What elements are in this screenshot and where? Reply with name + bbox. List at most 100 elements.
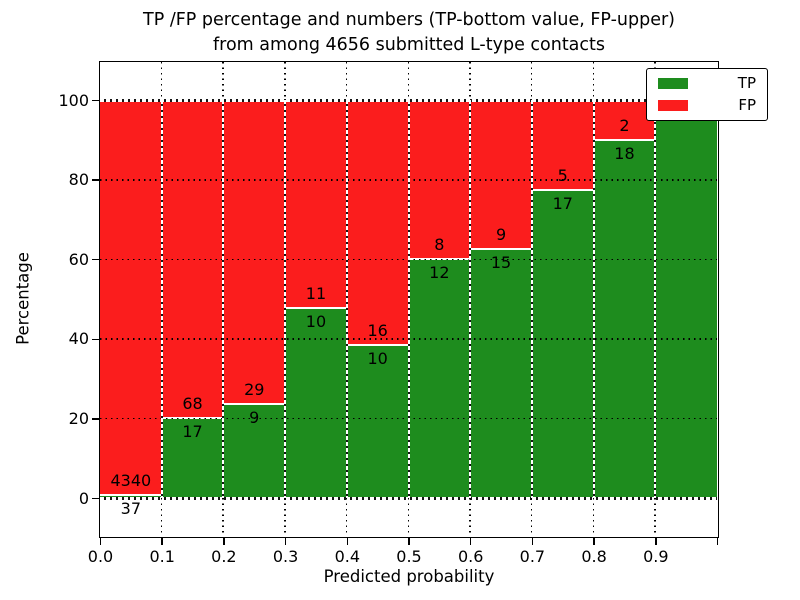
gridline-vertical	[469, 100, 472, 498]
bar-count-label-tp: 37	[120, 498, 142, 518]
bar-tp-fp-boundary	[285, 307, 347, 310]
x-tick-mark	[284, 538, 287, 545]
gridline-vertical	[160, 498, 163, 536]
bar-segment-tp	[655, 100, 717, 498]
bar-count-label-fp: 9	[495, 225, 507, 245]
bar-count-label-fp: 11	[305, 284, 327, 304]
gridline-vertical	[407, 100, 410, 498]
gridline-vertical	[222, 62, 224, 100]
x-tick-label: 0.1	[149, 547, 175, 566]
bar-count-label-tp: 10	[305, 312, 327, 332]
bar-count-label-tp: 12	[429, 263, 450, 283]
legend-swatch-tp-icon	[658, 78, 688, 89]
x-axis-label: Predicted probability	[323, 567, 495, 586]
legend-label-tp: TP	[737, 74, 756, 92]
x-tick-label: 0.6	[457, 547, 484, 566]
bar-segment-fp	[285, 100, 347, 309]
bar-segment-fp	[470, 100, 532, 250]
gridline-vertical	[530, 100, 533, 498]
gridline-vertical	[284, 498, 286, 536]
bar-segment-tp	[593, 139, 656, 498]
gridline-vertical	[345, 100, 348, 498]
x-tick-label: 0.2	[211, 547, 237, 566]
gridline-vertical	[284, 62, 286, 100]
gridline-vertical	[592, 62, 595, 100]
bar-tp-fp-boundary	[346, 343, 409, 346]
gridline-vertical	[530, 62, 533, 100]
bar-count-label-fp: 68	[182, 394, 203, 414]
chart-title-line2: from among 4656 submitted L-type contact…	[212, 35, 606, 55]
legend-label-fp: FP	[738, 96, 756, 114]
legend-item-tp: TP	[658, 76, 756, 91]
bar-segment-fp	[531, 100, 594, 191]
gridline-vertical	[345, 62, 348, 100]
bar-count-label-fp: 5	[557, 166, 568, 186]
chart-title: TP /FP percentage and numbers (TP-bottom…	[99, 8, 719, 58]
gridline-vertical	[654, 100, 657, 498]
y-tick-label: 20	[68, 408, 89, 428]
legend-item-fp: FP	[658, 98, 756, 113]
x-tick-mark	[716, 538, 719, 545]
gridline-vertical	[284, 100, 287, 498]
bar-segment-fp	[346, 100, 409, 345]
y-tick-label: 0	[78, 488, 89, 508]
gridline-vertical	[654, 498, 656, 536]
plot-area: 43403768172991110161081291551721823	[99, 61, 719, 538]
x-tick-label: 0.4	[334, 547, 361, 566]
gridline-vertical	[345, 498, 348, 536]
bar-count-label-fp: 29	[244, 379, 265, 399]
bar-count-label-fp: 16	[367, 320, 388, 340]
bar-tp-fp-boundary	[531, 189, 594, 192]
bar-tp-fp-boundary	[470, 248, 532, 251]
y-tick-mark	[92, 258, 99, 261]
bar-segment-fp	[223, 100, 286, 404]
x-tick-mark	[346, 538, 349, 545]
bar-segment-tp	[223, 403, 286, 498]
gridline-vertical	[407, 498, 409, 536]
bar-segment-tp	[408, 259, 471, 498]
legend: TP FP	[646, 68, 768, 121]
gridline-vertical	[160, 62, 163, 100]
bar-count-label-tp: 9	[249, 407, 260, 427]
x-tick-label: 0.5	[396, 547, 422, 566]
gridline-vertical	[222, 100, 225, 498]
y-tick-label: 60	[68, 249, 89, 269]
x-tick-mark	[593, 538, 595, 545]
bar-count-label-tp: 17	[182, 422, 203, 442]
y-tick-label: 80	[68, 170, 89, 190]
x-tick-mark	[469, 538, 472, 545]
bar-segment-tp	[100, 494, 162, 498]
gridline-vertical	[530, 498, 533, 536]
gridline-vertical	[469, 62, 471, 100]
y-tick-mark	[92, 338, 99, 341]
gridline-vertical	[592, 100, 595, 498]
gridline-vertical	[160, 100, 163, 498]
bar-segment-tp	[161, 418, 224, 498]
y-axis-label: Percentage	[13, 252, 33, 345]
y-tick-label: 40	[68, 329, 89, 349]
bar-count-label-tp: 18	[614, 143, 635, 163]
legend-swatch-fp-icon	[658, 100, 688, 111]
y-tick-mark	[92, 99, 99, 102]
bar-count-label-tp: 17	[552, 194, 573, 214]
x-tick-mark	[99, 538, 102, 545]
x-tick-label: 0.3	[272, 547, 299, 566]
bar-tp-fp-boundary	[593, 138, 656, 141]
x-tick-label: 0.0	[87, 547, 114, 566]
bar-count-label-tp: 15	[490, 253, 512, 273]
bar-count-label-fp: 8	[434, 235, 445, 255]
y-tick-mark	[92, 497, 99, 500]
bar-count-label-fp: 2	[619, 115, 630, 135]
bar-segment-tp	[285, 308, 347, 498]
x-tick-mark	[161, 538, 163, 545]
gridline-vertical	[469, 498, 471, 536]
x-tick-mark	[655, 538, 657, 545]
bar-tp-fp-boundary	[100, 493, 162, 496]
y-tick-label: 100	[58, 90, 89, 110]
bar-count-label-fp: 4340	[110, 470, 152, 490]
x-tick-label: 0.9	[643, 547, 669, 566]
bar-segment-tp	[531, 190, 594, 498]
bar-count-label-tp: 10	[367, 348, 388, 368]
x-tick-mark	[531, 538, 534, 545]
bar-segment-tp	[346, 344, 409, 498]
